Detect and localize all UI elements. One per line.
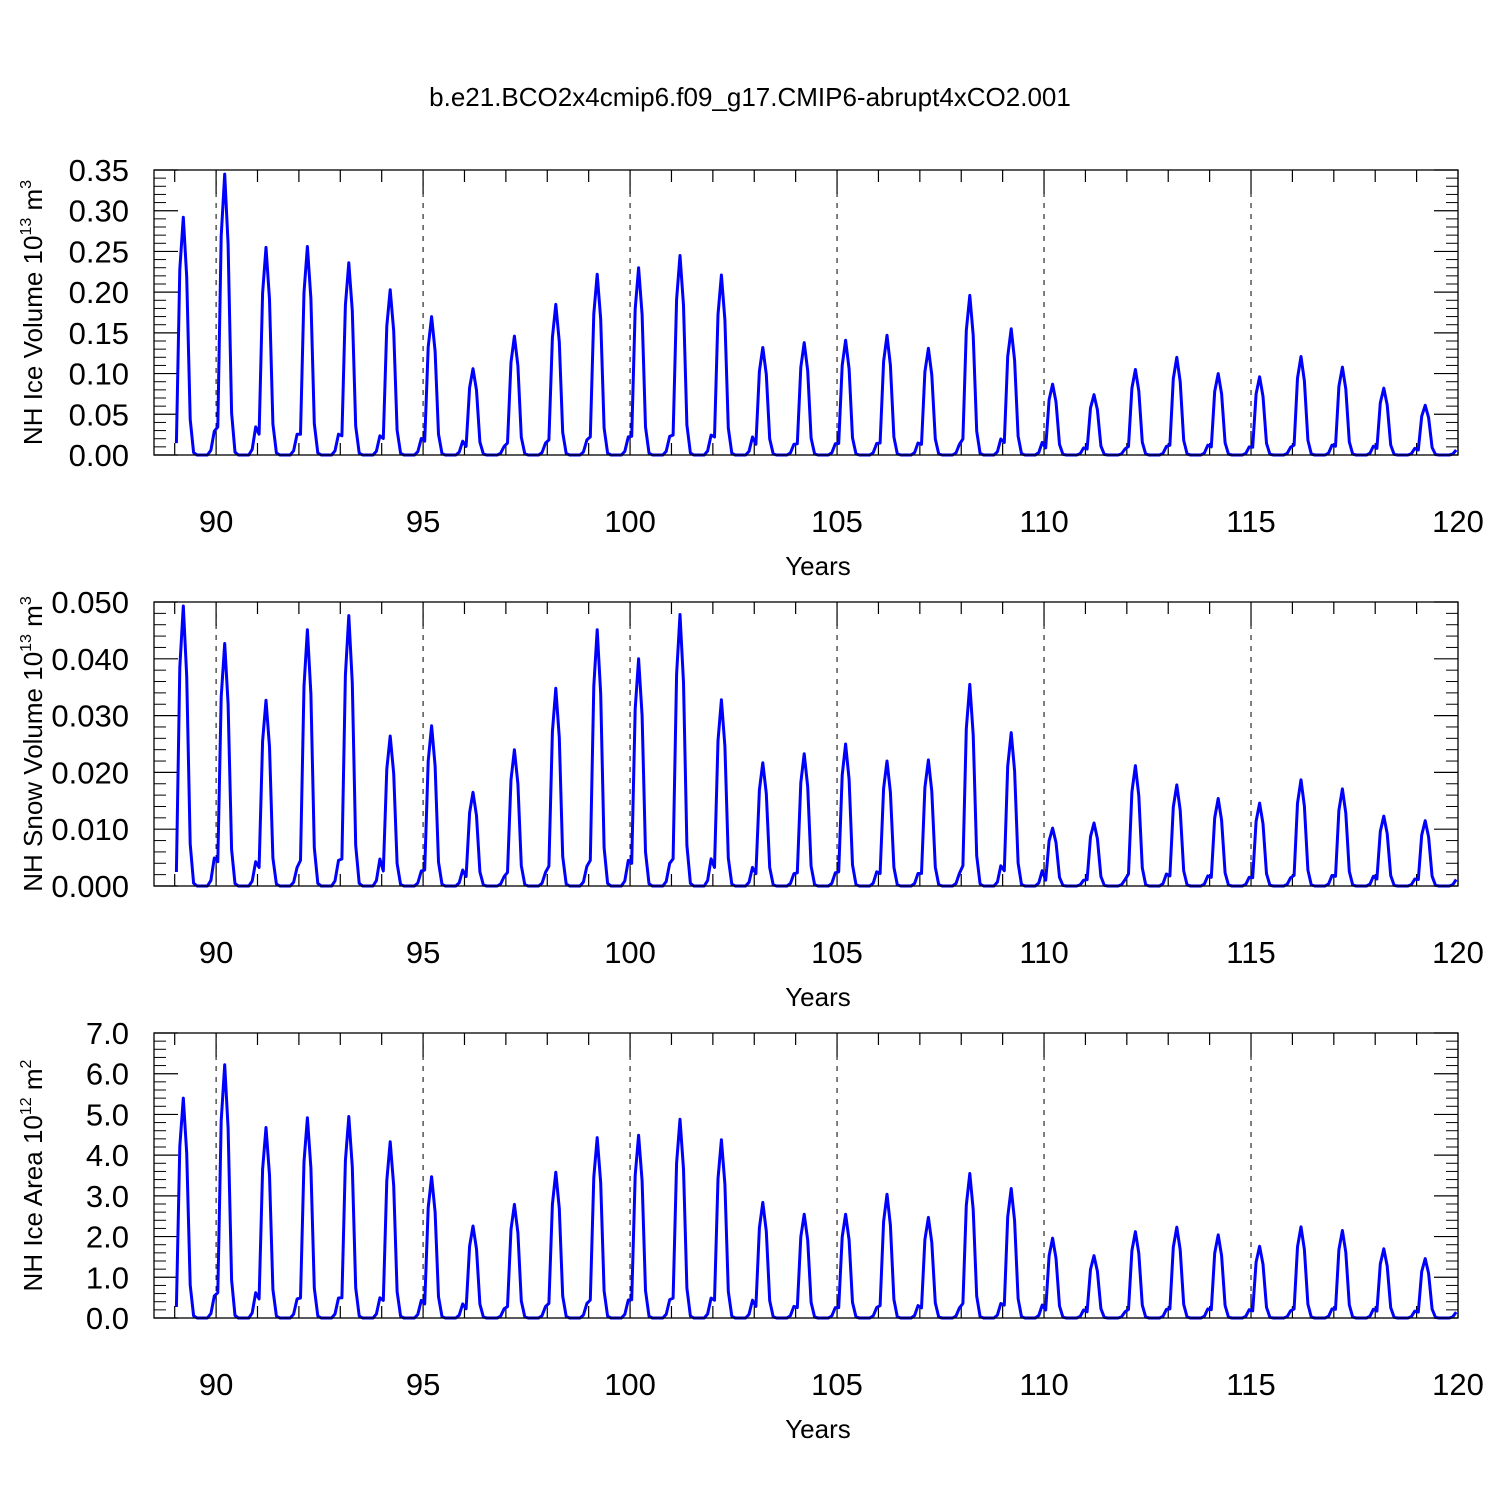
y-tick-label: 0.30 [69,194,129,229]
y-axis-label-text: NH Ice Volume 10 [18,236,48,446]
x-tick-label: 95 [406,1367,440,1402]
x-tick-label: 95 [406,504,440,539]
x-tick-label: 100 [604,504,656,539]
plot-frame [153,1032,1459,1319]
x-tick-label: 120 [1432,504,1484,539]
y-axis-label-unit-exponent: 3 [18,180,35,189]
data-series-line [174,172,1458,457]
x-tick-label: 105 [811,935,863,970]
y-tick-label: 0.0 [86,1301,129,1336]
data-series-line [174,1063,1458,1320]
y-axis-label-exponent: 12 [18,1097,35,1115]
y-axis-label-text: NH Snow Volume 10 [18,652,48,892]
y-axis-label-unit-exponent: 2 [18,1059,35,1068]
y-axis-label-unit: m [18,1068,48,1097]
y-tick-label: 3.0 [86,1179,129,1214]
y-axis-label-text: NH Ice Area 10 [18,1115,48,1291]
x-tick-label: 100 [604,1367,656,1402]
x-tick-label: 115 [1226,504,1275,539]
x-tick-label: 105 [811,504,863,539]
y-tick-label: 4.0 [86,1138,129,1173]
y-axis-label-exponent: 13 [18,634,35,652]
x-axis-label: Years [785,1414,851,1444]
x-tick-label: 105 [811,1367,863,1402]
x-tick-label: 90 [199,504,233,539]
y-axis-label-unit: m [18,605,48,634]
x-tick-label: 110 [1019,504,1068,539]
y-axis-label: NH Ice Area 1012 m2 [18,1059,48,1291]
ice-area-panel: 0.0 1.0 2.0 3.0 4.0 5.0 6.0 7.0 90 95 100 105 110 115… [18,1016,1484,1444]
y-tick-label: 6.0 [86,1057,129,1092]
plot-frame [153,601,1459,887]
y-tick-label: 0.020 [51,755,129,790]
plot-frame [153,169,1459,456]
y-tick-label: 0.20 [69,275,129,310]
y-tick-label: 7.0 [86,1016,129,1051]
y-tick-label: 0.25 [69,234,129,269]
y-axis-label: NH Snow Volume 1013 m3 [18,596,48,892]
x-tick-label: 110 [1019,935,1068,970]
y-tick-label: 0.00 [69,438,129,473]
y-tick-label: 2.0 [86,1220,129,1255]
x-tick-label: 120 [1432,935,1484,970]
y-tick-label: 0.010 [51,812,129,847]
x-axis-label: Years [785,551,851,581]
y-tick-label: 0.10 [69,357,129,392]
y-tick-label: 0.030 [51,699,129,734]
y-tick-label: 0.050 [51,585,129,620]
data-series-line [174,604,1458,888]
y-axis-label-unit-exponent: 3 [18,596,35,605]
x-axis-label: Years [785,982,851,1012]
y-tick-label: 0.000 [51,869,129,904]
x-tick-label: 90 [199,935,233,970]
y-tick-label: 5.0 [86,1097,129,1132]
x-tick-label: 115 [1226,935,1275,970]
y-axis-label-exponent: 13 [18,218,35,236]
y-tick-label: 0.05 [69,397,129,432]
y-axis-label: NH Ice Volume 1013 m3 [18,180,48,445]
y-tick-label: 0.040 [51,642,129,677]
y-tick-label: 0.15 [69,316,129,351]
x-tick-label: 115 [1226,1367,1275,1402]
x-tick-label: 120 [1432,1367,1484,1402]
ice-volume-panel: 0.00 0.05 0.10 0.15 0.20 0.25 0.30 0.35 90 95 100 1… [18,153,1484,581]
y-tick-label: 0.35 [69,153,129,188]
y-tick-label: 1.0 [86,1260,129,1295]
x-tick-label: 100 [604,935,656,970]
figure-title: b.e21.BCO2x4cmip6.f09_g17.CMIP6-abrupt4x… [429,82,1071,112]
y-axis-label-unit: m [18,189,48,218]
x-tick-label: 90 [199,1367,233,1402]
x-tick-label: 110 [1019,1367,1068,1402]
x-tick-label: 95 [406,935,440,970]
snow-volume-panel: 0.000 0.010 0.020 0.030 0.040 0.050 90 95 100 105… [18,585,1484,1012]
